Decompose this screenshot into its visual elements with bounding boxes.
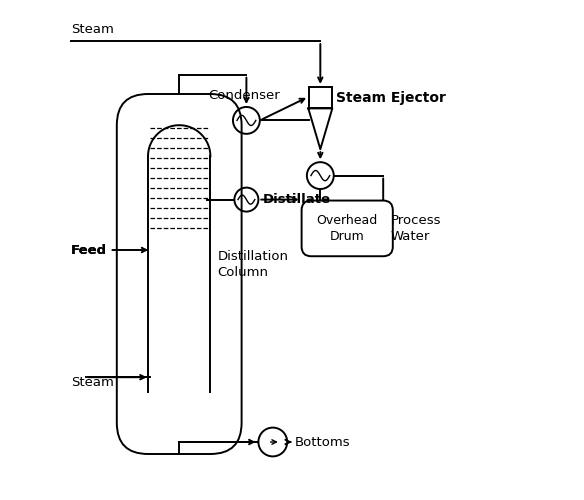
FancyBboxPatch shape — [117, 94, 242, 454]
Text: Steam: Steam — [71, 376, 114, 389]
Text: Overhead
Drum: Overhead Drum — [317, 214, 378, 243]
Text: Bottoms: Bottoms — [294, 436, 350, 448]
Text: Distillate: Distillate — [263, 193, 331, 206]
Text: Steam: Steam — [71, 24, 114, 36]
FancyBboxPatch shape — [301, 200, 393, 256]
Text: Feed: Feed — [71, 244, 107, 256]
Text: Process
Water: Process Water — [390, 214, 441, 243]
Text: Condenser: Condenser — [208, 89, 280, 102]
Text: Feed: Feed — [71, 244, 107, 256]
Bar — [309, 87, 332, 108]
Text: Distillation
Column: Distillation Column — [218, 250, 288, 279]
Text: Steam Ejector: Steam Ejector — [336, 91, 446, 105]
